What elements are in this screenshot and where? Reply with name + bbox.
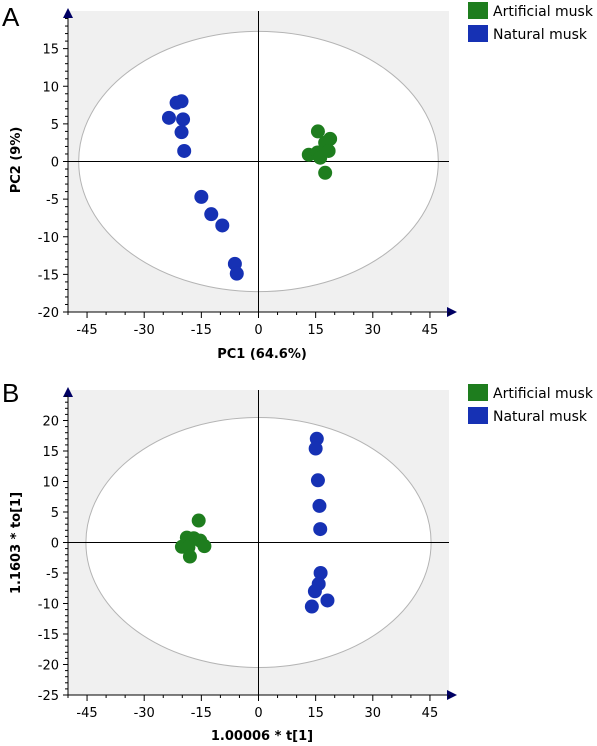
data-point	[174, 125, 189, 140]
y-axis-arrow	[63, 8, 73, 18]
y-tick-label: 10	[42, 476, 59, 491]
x-tick-label: -15	[191, 323, 212, 338]
y-tick-label: 0	[51, 537, 59, 552]
legend-label-artificial: Artificial musk	[493, 4, 594, 20]
panel-b-plot: -25 -20 -15 -10 -5 0 5 10 15 20 -45 -30 -15 0 15 30 45	[38, 387, 457, 721]
x-tick-label: -30	[134, 706, 155, 721]
data-point	[194, 189, 209, 204]
data-point	[308, 441, 323, 456]
data-point	[191, 513, 206, 528]
x-tick-label: 15	[307, 706, 324, 721]
x-tick-label: -45	[76, 706, 97, 721]
data-point	[174, 94, 189, 109]
data-point	[313, 566, 328, 580]
y-tick-label: 15	[42, 445, 59, 460]
data-point	[215, 218, 230, 233]
y-tick-label: -15	[38, 628, 59, 643]
y-tick-label: -20	[38, 306, 59, 321]
y-tick-label: -20	[38, 659, 59, 674]
y-tick-label: -10	[38, 231, 59, 246]
series-natural-musk	[304, 431, 335, 614]
data-point	[313, 522, 328, 537]
panel-b-legend: Artificial musk Natural musk	[468, 384, 594, 425]
panel-a-plot: -20 -15 -10 -5 0 5 10 15 -45 -30 -15 0 15 30 45	[38, 8, 457, 338]
x-tick-label: 45	[422, 323, 439, 338]
y-tick-label: 10	[42, 80, 59, 95]
legend-swatch-natural	[468, 407, 488, 424]
data-point	[182, 549, 197, 564]
data-point	[176, 112, 191, 127]
x-tick-label: 0	[254, 706, 262, 721]
data-point	[307, 584, 322, 599]
data-point	[321, 143, 336, 158]
legend-swatch-natural	[468, 25, 488, 42]
panel-b: B 1.1603 * to[1] 1.00006 * t[1] Artifici…	[2, 378, 594, 744]
legend-label-artificial: Artificial musk	[493, 386, 594, 402]
data-point	[229, 266, 244, 281]
y-tick-label: -15	[38, 268, 59, 283]
data-point	[161, 110, 176, 125]
x-tick-label: 45	[422, 706, 439, 721]
data-point	[320, 593, 335, 608]
y-tick-label: 20	[42, 415, 59, 430]
panel-b-label: B	[2, 378, 19, 408]
data-point	[318, 165, 333, 180]
y-tick-label: 5	[51, 506, 59, 521]
panel-a-ylabel: PC2 (9%)	[9, 127, 24, 194]
x-tick-label: 30	[365, 706, 382, 721]
series-artificial-musk	[301, 124, 338, 180]
series-natural-musk	[161, 94, 244, 281]
data-point	[204, 207, 219, 222]
x-tick-label: 30	[365, 323, 382, 338]
y-tick-label: -5	[46, 567, 59, 582]
x-tick-label: -30	[134, 323, 155, 338]
panel-a-xlabel: PC1 (64.6%)	[217, 347, 307, 362]
data-point	[310, 124, 325, 139]
panel-a-legend: Artificial musk Natural musk	[468, 2, 594, 43]
panel-a: A PC2 (9%) PC1 (64.6%) Artificial musk N…	[2, 2, 594, 362]
data-point	[312, 498, 327, 513]
data-point	[177, 143, 192, 158]
panel-b-ylabel: 1.1603 * to[1]	[9, 492, 24, 594]
legend-label-natural: Natural musk	[493, 27, 588, 43]
legend-swatch-artificial	[468, 2, 488, 19]
x-tick-label: -45	[76, 323, 97, 338]
y-axis-arrow	[63, 387, 73, 397]
y-tick-label: -25	[38, 689, 59, 704]
x-tick-label: 15	[307, 323, 324, 338]
y-tick-label: 15	[42, 43, 59, 58]
data-point	[197, 539, 212, 554]
data-point	[304, 599, 319, 614]
x-tick-label: 0	[254, 323, 262, 338]
y-tick-label: 0	[51, 156, 59, 171]
legend-label-natural: Natural musk	[493, 409, 588, 425]
y-tick-label: -10	[38, 598, 59, 613]
x-tick-label: -15	[191, 706, 212, 721]
panel-a-label: A	[2, 2, 20, 32]
y-tick-label: 5	[51, 118, 59, 133]
panel-b-xlabel: 1.00006 * t[1]	[211, 729, 313, 744]
data-point	[310, 473, 325, 488]
legend-swatch-artificial	[468, 384, 488, 401]
series-artificial-musk	[174, 513, 212, 564]
y-tick-label: -5	[46, 193, 59, 208]
